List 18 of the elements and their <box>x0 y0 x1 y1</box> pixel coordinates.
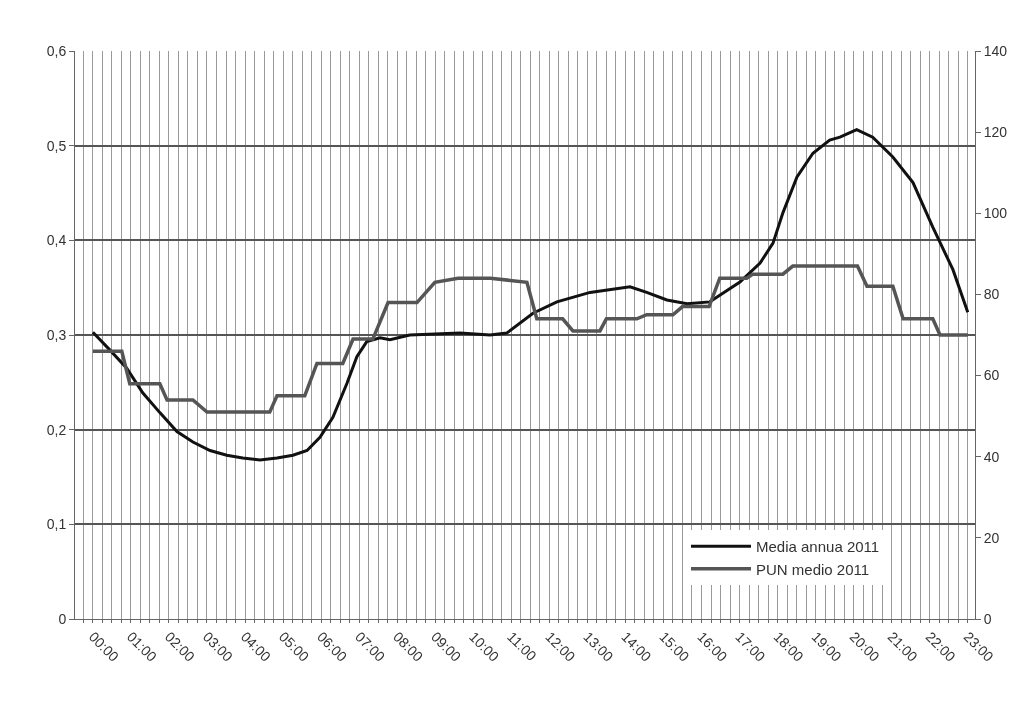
legend-label: Media annua 2011 <box>756 538 880 556</box>
y-tick-label: 0,4 <box>46 232 67 249</box>
y2-tick-label: 40 <box>983 448 1000 465</box>
y-tick-label: 0,3 <box>46 326 67 343</box>
y2-tick-label: 80 <box>983 286 1000 303</box>
y2-tick-label: 120 <box>983 124 1008 141</box>
y2-tick-label: 20 <box>983 529 1000 546</box>
y2-tick-label: 60 <box>983 367 1000 384</box>
y2-tick-label: 140 <box>983 42 1008 59</box>
y-tick-label: 0,5 <box>46 137 67 154</box>
legend-label: PUN medio 2011 <box>756 560 870 578</box>
y-tick-label: 0,2 <box>46 421 67 438</box>
y2-tick-label: 0 <box>983 610 992 627</box>
line-series <box>91 128 970 462</box>
y-tick-label: 0,6 <box>46 42 67 59</box>
y-tick-label: 0 <box>58 610 67 627</box>
y-tick-label: 0,1 <box>46 516 67 533</box>
y2-tick-label: 100 <box>983 205 1008 222</box>
